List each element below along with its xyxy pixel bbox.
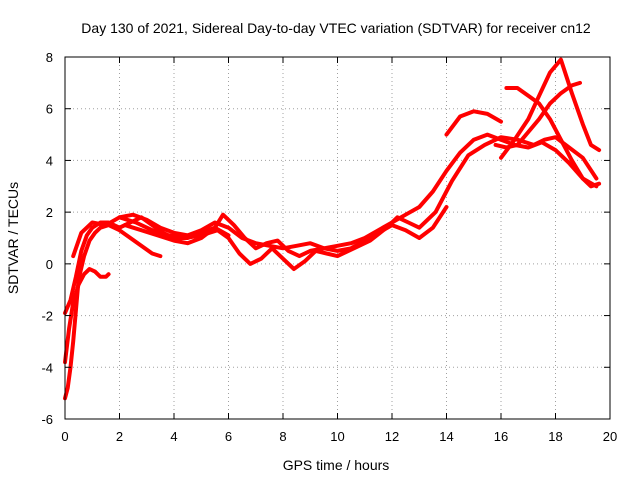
x-tick-label: 18 <box>548 429 562 444</box>
y-tick-label: -4 <box>41 360 53 375</box>
series-arc-4 <box>71 205 449 259</box>
y-tick-label: 6 <box>46 102 53 117</box>
x-axis-title: GPS time / hours <box>283 457 390 473</box>
series-arc-6 <box>117 135 599 271</box>
chart-title: Day 130 of 2021, Sidereal Day-to-day VTE… <box>81 20 591 36</box>
series-layer <box>63 57 602 401</box>
tick-labels: 0 2 4 6 8 10 12 14 16 18 20 -6 -4 -2 0 2 4 6 8 <box>41 50 617 444</box>
y-tick-label: 4 <box>46 153 53 168</box>
y-tick-label: 0 <box>46 257 53 272</box>
series-arc-10 <box>493 80 582 150</box>
y-tick-label: 2 <box>46 205 53 220</box>
series-arc-2 <box>63 223 163 401</box>
ticks <box>64 56 611 420</box>
series-arc-1 <box>63 267 111 365</box>
series-arc-8 <box>499 57 602 160</box>
grid <box>65 57 610 419</box>
series-arc-7 <box>444 109 503 137</box>
x-tick-label: 6 <box>225 429 232 444</box>
x-tick-label: 20 <box>603 429 617 444</box>
y-tick-label: -6 <box>41 412 53 427</box>
series-arc-9 <box>504 86 602 189</box>
y-tick-label: -2 <box>41 309 53 324</box>
y-axis-title: SDTVAR / TECUs <box>5 182 21 294</box>
y-tick-label: 8 <box>46 50 53 65</box>
x-tick-label: 12 <box>385 429 399 444</box>
x-tick-label: 10 <box>330 429 344 444</box>
x-tick-label: 2 <box>116 429 123 444</box>
x-tick-label: 14 <box>439 429 453 444</box>
x-tick-label: 0 <box>61 429 68 444</box>
x-tick-label: 4 <box>170 429 177 444</box>
x-tick-label: 16 <box>494 429 508 444</box>
x-tick-label: 8 <box>279 429 286 444</box>
